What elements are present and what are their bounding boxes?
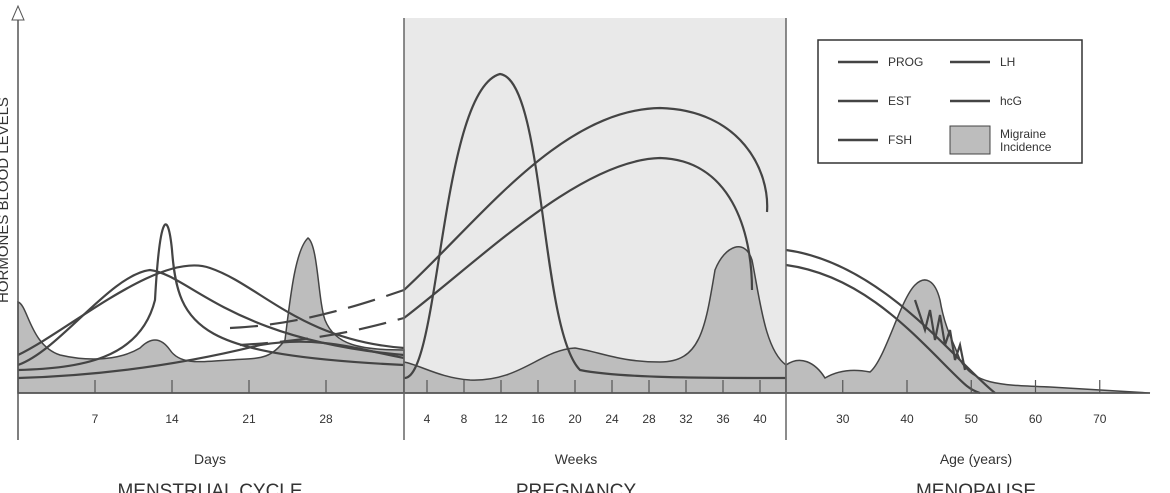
x-tick-label: 14 xyxy=(165,412,179,426)
legend-label: hcG xyxy=(1000,94,1022,108)
prog-curve xyxy=(403,106,769,291)
x-tick-label: 50 xyxy=(965,412,979,426)
x-tick-label: 28 xyxy=(319,412,333,426)
x-tick-label: 7 xyxy=(92,412,99,426)
axis-label: Weeks xyxy=(555,451,598,467)
y-arrow xyxy=(11,4,25,21)
migraine-area xyxy=(17,237,405,394)
prog-curve xyxy=(785,263,981,395)
lh-curve xyxy=(17,223,405,372)
transition-dash xyxy=(239,316,405,347)
x-tick-label: 30 xyxy=(836,412,850,426)
x-tick-label: 4 xyxy=(424,412,431,426)
legend-label: FSH xyxy=(888,133,912,147)
est-curve xyxy=(403,156,754,319)
x-tick-label: 40 xyxy=(900,412,914,426)
x-tick-label: 40 xyxy=(753,412,767,426)
x-tick-label: 12 xyxy=(494,412,508,426)
x-tick-label: 28 xyxy=(642,412,656,426)
migraine-area xyxy=(403,246,787,394)
migraine-jagged xyxy=(913,299,967,371)
x-tick-label: 70 xyxy=(1093,412,1107,426)
panel-title: PREGNANCY xyxy=(516,481,637,493)
est-curve xyxy=(785,248,996,394)
legend-label: Migraine xyxy=(1000,127,1046,141)
x-tick-label: 60 xyxy=(1029,412,1043,426)
legend-label: Incidence xyxy=(1000,140,1052,154)
legend-label: LH xyxy=(1000,55,1015,69)
x-tick-label: 32 xyxy=(679,412,693,426)
axis-label: Age (years) xyxy=(940,451,1012,467)
fsh-curve xyxy=(17,268,405,367)
legend-swatch xyxy=(949,125,991,155)
x-tick-label: 16 xyxy=(531,412,545,426)
x-tick-label: 20 xyxy=(568,412,582,426)
panel-title: MENOPAUSE xyxy=(916,481,1036,493)
migraine-area xyxy=(785,279,1151,394)
axis-label: Days xyxy=(194,451,226,467)
x-tick-label: 24 xyxy=(605,412,619,426)
legend-label: EST xyxy=(888,94,912,108)
x-tick-label: 21 xyxy=(242,412,256,426)
est-curve xyxy=(17,264,405,356)
panels: 7 14 21 28 Days MENSTRUAL CYCLE 4 8 12 16 20 24 28 32… xyxy=(92,380,1107,493)
legend-label: PROG xyxy=(888,55,923,69)
transition-dash xyxy=(229,288,405,330)
x-tick-label: 36 xyxy=(716,412,730,426)
y-axis-label: HORMONES BLOOD LEVELS xyxy=(0,97,12,303)
x-tick-label: 8 xyxy=(461,412,468,426)
panel-title: MENSTRUAL CYCLE xyxy=(117,481,302,493)
prog-curve xyxy=(17,340,405,380)
